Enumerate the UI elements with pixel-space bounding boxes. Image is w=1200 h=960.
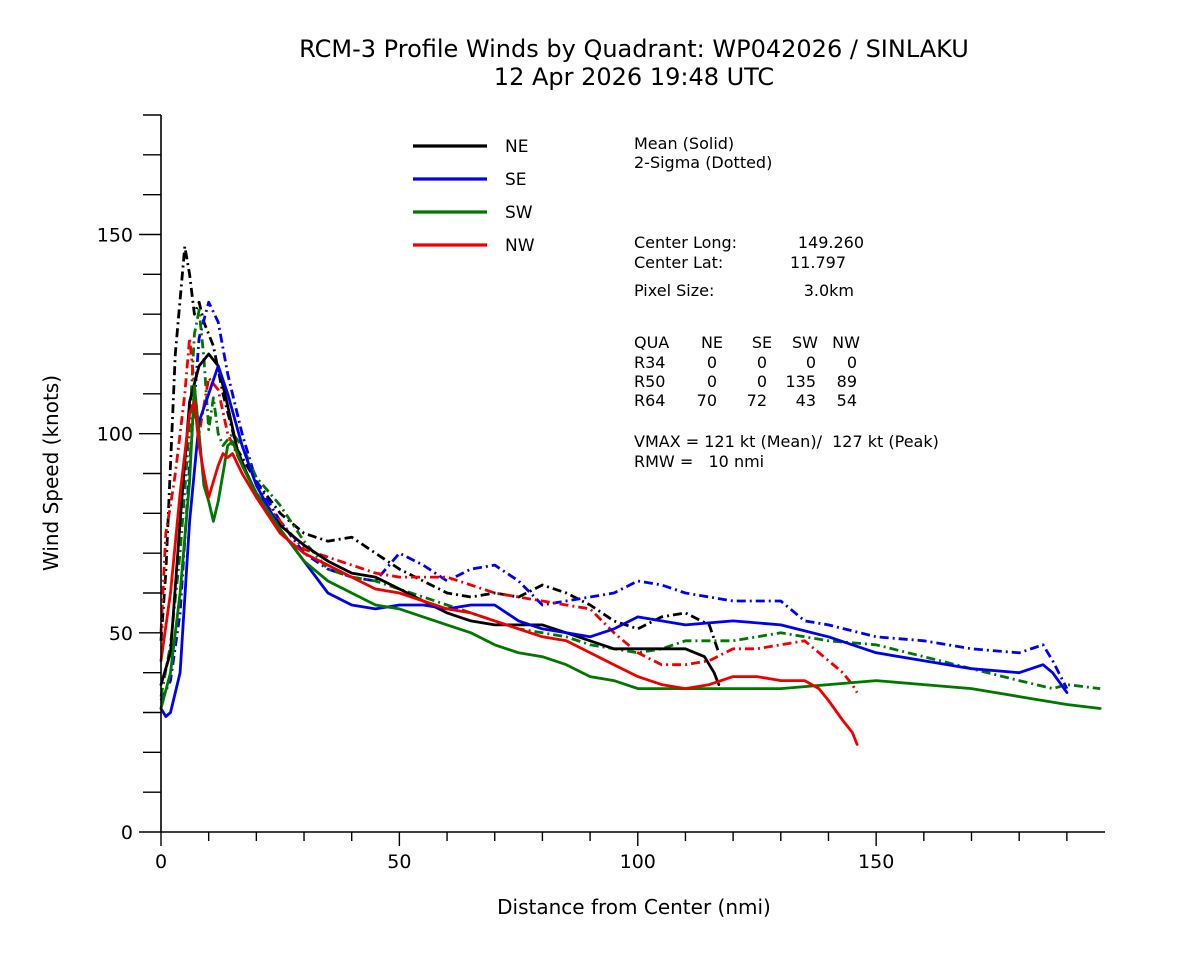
- x-tick-label: 100: [620, 851, 656, 873]
- radii-cell: 0: [707, 353, 717, 372]
- info-annotations: Mean (Solid) 2-Sigma (Dotted) Center Lon…: [634, 134, 939, 471]
- radii-row-label: R34: [634, 353, 665, 372]
- radii-cell: 0: [757, 372, 767, 391]
- series-nw-sigma-line: [159, 336, 859, 694]
- y-tick-label: 100: [97, 424, 133, 446]
- radii-row-label: R50: [634, 372, 665, 391]
- y-axis-label: Wind Speed (knots): [39, 375, 63, 571]
- pixel-size-label: Pixel Size:: [634, 281, 714, 300]
- ticks: 0 50 100 150 0 50 100 150: [97, 114, 1068, 873]
- y-tick-label: 0: [121, 822, 133, 844]
- radii-header-cell: NW: [832, 333, 860, 352]
- radii-cell: 43: [796, 391, 816, 410]
- center-long-value: 149.260: [798, 233, 864, 252]
- radii-header-cell: SE: [752, 333, 772, 352]
- y-tick-label: 50: [109, 623, 133, 645]
- radii-header-cell: QUA: [634, 333, 669, 352]
- x-tick-label: 150: [858, 851, 894, 873]
- series-nw-mean-line: [159, 400, 859, 746]
- radii-cell: 72: [747, 391, 767, 410]
- series-sw-mean-line: [159, 384, 1102, 710]
- radii-cell: 54: [837, 391, 857, 410]
- series-ne-mean-line: [159, 352, 721, 686]
- radii-header-cell: NE: [701, 333, 723, 352]
- radii-row-label: R64: [634, 391, 665, 410]
- radii-cell: 0: [806, 353, 816, 372]
- chart-subtitle: 12 Apr 2026 19:48 UTC: [494, 63, 774, 91]
- radii-header-cell: SW: [792, 333, 818, 352]
- style-note-mean: Mean (Solid): [634, 134, 734, 153]
- legend: NE SE SW NW: [413, 137, 535, 256]
- series-se-sigma-line: [159, 300, 1069, 702]
- series-ne-sigma-line: [159, 245, 721, 654]
- rmw-text: RMW = 10 nmi: [634, 452, 764, 471]
- radii-cell: 0: [707, 372, 717, 391]
- center-long-label: Center Long:: [634, 233, 737, 252]
- series-se-mean-line: [159, 364, 1069, 718]
- radii-cell: 0: [847, 353, 857, 372]
- vmax-text: VMAX = 121 kt (Mean)/ 127 kt (Peak): [634, 432, 939, 451]
- legend-label-sw: SW: [505, 203, 533, 223]
- radii-cell: 70: [697, 391, 717, 410]
- legend-label-ne: NE: [505, 137, 528, 157]
- x-tick-label: 0: [155, 851, 167, 873]
- legend-label-se: SE: [505, 170, 527, 190]
- radii-cell: 0: [757, 353, 767, 372]
- x-axis-label: Distance from Center (nmi): [497, 895, 771, 919]
- series-sw-sigma-line: [159, 308, 1101, 697]
- plot-area: [159, 245, 1102, 746]
- axes: [160, 115, 1105, 833]
- center-lat-label: Center Lat:: [634, 253, 723, 272]
- y-tick-label: 150: [97, 225, 133, 247]
- radii-cell: 89: [837, 372, 857, 391]
- pixel-size-value: 3.0km: [804, 281, 854, 300]
- style-note-sigma: 2-Sigma (Dotted): [634, 153, 772, 172]
- radii-cell: 135: [785, 372, 816, 391]
- x-tick-label: 50: [387, 851, 411, 873]
- legend-label-nw: NW: [505, 236, 535, 256]
- center-lat-value: 11.797: [790, 253, 846, 272]
- chart-title: RCM-3 Profile Winds by Quadrant: WP04202…: [299, 35, 969, 63]
